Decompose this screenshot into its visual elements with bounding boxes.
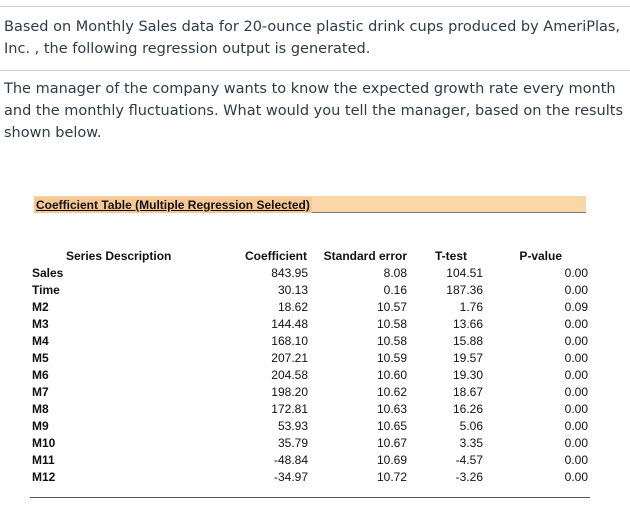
cell-standard-error: 10.62: [376, 385, 407, 399]
cell-standard-error: 10.72: [376, 470, 407, 484]
cell-standard-error: 10.58: [376, 334, 407, 348]
table-row: Sales 843.95 8.08 104.51 0.00: [30, 265, 590, 282]
cell-t-test: 16.26: [452, 402, 483, 416]
cell-t-test: 15.88: [452, 334, 483, 348]
table-row: M8 172.81 10.63 16.26 0.00: [30, 401, 590, 418]
cell-p-value: 0.09: [564, 300, 588, 314]
cell-coefficient: 35.79: [277, 436, 308, 450]
cell-coefficient: -48.84: [273, 453, 308, 467]
cell-series: M7: [32, 385, 49, 399]
cell-series: M9: [32, 419, 49, 433]
cell-p-value: 0.00: [564, 453, 588, 467]
cell-p-value: 0.00: [564, 385, 588, 399]
cell-p-value: 0.00: [564, 470, 588, 484]
cell-t-test: 13.66: [452, 317, 483, 331]
table-row: M9 53.93 10.65 5.06 0.00: [30, 418, 590, 435]
cell-series: M4: [32, 334, 49, 348]
cell-t-test: 5.06: [459, 419, 483, 433]
cell-series: M5: [32, 351, 49, 365]
table-body: Sales 843.95 8.08 104.51 0.00 Time 30.13 0.16 18…: [30, 265, 590, 486]
cell-coefficient: 30.13: [277, 283, 308, 297]
table-row: M5 207.21 10.59 19.57 0.00: [30, 350, 590, 367]
cell-series: Time: [32, 283, 60, 297]
cell-t-test: 187.36: [446, 283, 483, 297]
cell-series: M8: [32, 402, 49, 416]
cell-series: M2: [32, 300, 49, 314]
cell-standard-error: 10.59: [376, 351, 407, 365]
cell-series: M3: [32, 317, 49, 331]
cell-standard-error: 10.57: [376, 300, 407, 314]
cell-series: M10: [32, 436, 56, 450]
table-row: Time 30.13 0.16 187.36 0.00: [30, 282, 590, 299]
cell-t-test: -3.26: [455, 470, 483, 484]
cell-t-test: 104.51: [446, 266, 483, 280]
cell-standard-error: 10.60: [376, 368, 407, 382]
cell-p-value: 0.00: [564, 368, 588, 382]
cell-standard-error: 10.69: [376, 453, 407, 467]
cell-coefficient: 168.10: [271, 334, 308, 348]
header-coefficient: Coefficient: [244, 249, 307, 263]
cell-standard-error: 10.58: [376, 317, 407, 331]
table-title: Coefficient Table (Multiple Regression S…: [34, 197, 312, 213]
table-row: M3 144.48 10.58 13.66 0.00: [30, 316, 590, 333]
cell-standard-error: 10.65: [376, 419, 407, 433]
cell-t-test: 3.35: [459, 436, 483, 450]
cell-t-test: 19.30: [452, 368, 483, 382]
cell-t-test: 18.67: [452, 385, 483, 399]
cell-p-value: 0.00: [564, 436, 588, 450]
table-row: M10 35.79 10.67 3.35 0.00: [30, 435, 590, 452]
header-series-description: Series Description: [66, 249, 172, 263]
cell-series: Sales: [32, 266, 64, 280]
cell-coefficient: 204.58: [271, 368, 308, 382]
cell-p-value: 0.00: [564, 283, 588, 297]
cell-series: M6: [32, 368, 49, 382]
cell-coefficient: 207.21: [271, 351, 308, 365]
cell-p-value: 0.00: [564, 266, 588, 280]
header-standard-error: Standard error: [323, 249, 407, 263]
question-paragraph-2: The manager of the company wants to know…: [4, 81, 623, 141]
cell-series: M11: [32, 453, 55, 467]
top-divider: [0, 6, 630, 7]
cell-t-test: -4.57: [455, 453, 483, 467]
cell-p-value: 0.00: [564, 334, 588, 348]
cell-coefficient: 144.48: [271, 317, 308, 331]
cell-standard-error: 10.67: [376, 436, 407, 450]
cell-standard-error: 8.08: [383, 266, 407, 280]
header-t-test: T-test: [434, 249, 467, 263]
table-bottom-border: [30, 497, 590, 498]
table-row: M2 18.62 10.57 1.76 0.09: [30, 299, 590, 316]
cell-p-value: 0.00: [564, 402, 588, 416]
cell-p-value: 0.00: [564, 419, 588, 433]
table-row: M7 198.20 10.62 18.67 0.00: [30, 384, 590, 401]
question-paragraph-1: Based on Monthly Sales data for 20-ounce…: [4, 19, 621, 57]
table-title-banner: Coefficient Table (Multiple Regression S…: [34, 196, 586, 213]
table-row: M11 -48.84 10.69 -4.57 0.00: [30, 452, 590, 469]
header-p-value: P-value: [519, 249, 562, 263]
table-header-row: Series Description Coefficient Standard …: [30, 248, 590, 265]
coefficient-table: Series Description Coefficient Standard …: [30, 248, 590, 486]
cell-coefficient: 172.81: [271, 402, 308, 416]
cell-coefficient: -34.97: [273, 470, 308, 484]
cell-coefficient: 843.95: [271, 266, 308, 280]
cell-p-value: 0.00: [564, 351, 588, 365]
cell-t-test: 19.57: [452, 351, 483, 365]
cell-coefficient: 198.20: [271, 385, 308, 399]
table-row: M12 -34.97 10.72 -3.26 0.00: [30, 469, 590, 486]
table-row: M4 168.10 10.58 15.88 0.00: [30, 333, 590, 350]
cell-t-test: 1.76: [459, 300, 483, 314]
paragraph-divider: [0, 70, 630, 71]
cell-coefficient: 53.93: [277, 419, 308, 433]
cell-series: M12: [32, 470, 56, 484]
cell-coefficient: 18.62: [277, 300, 308, 314]
table-row: M6 204.58 10.60 19.30 0.00: [30, 367, 590, 384]
cell-standard-error: 0.16: [383, 283, 407, 297]
cell-standard-error: 10.63: [376, 402, 407, 416]
cell-p-value: 0.00: [564, 317, 588, 331]
